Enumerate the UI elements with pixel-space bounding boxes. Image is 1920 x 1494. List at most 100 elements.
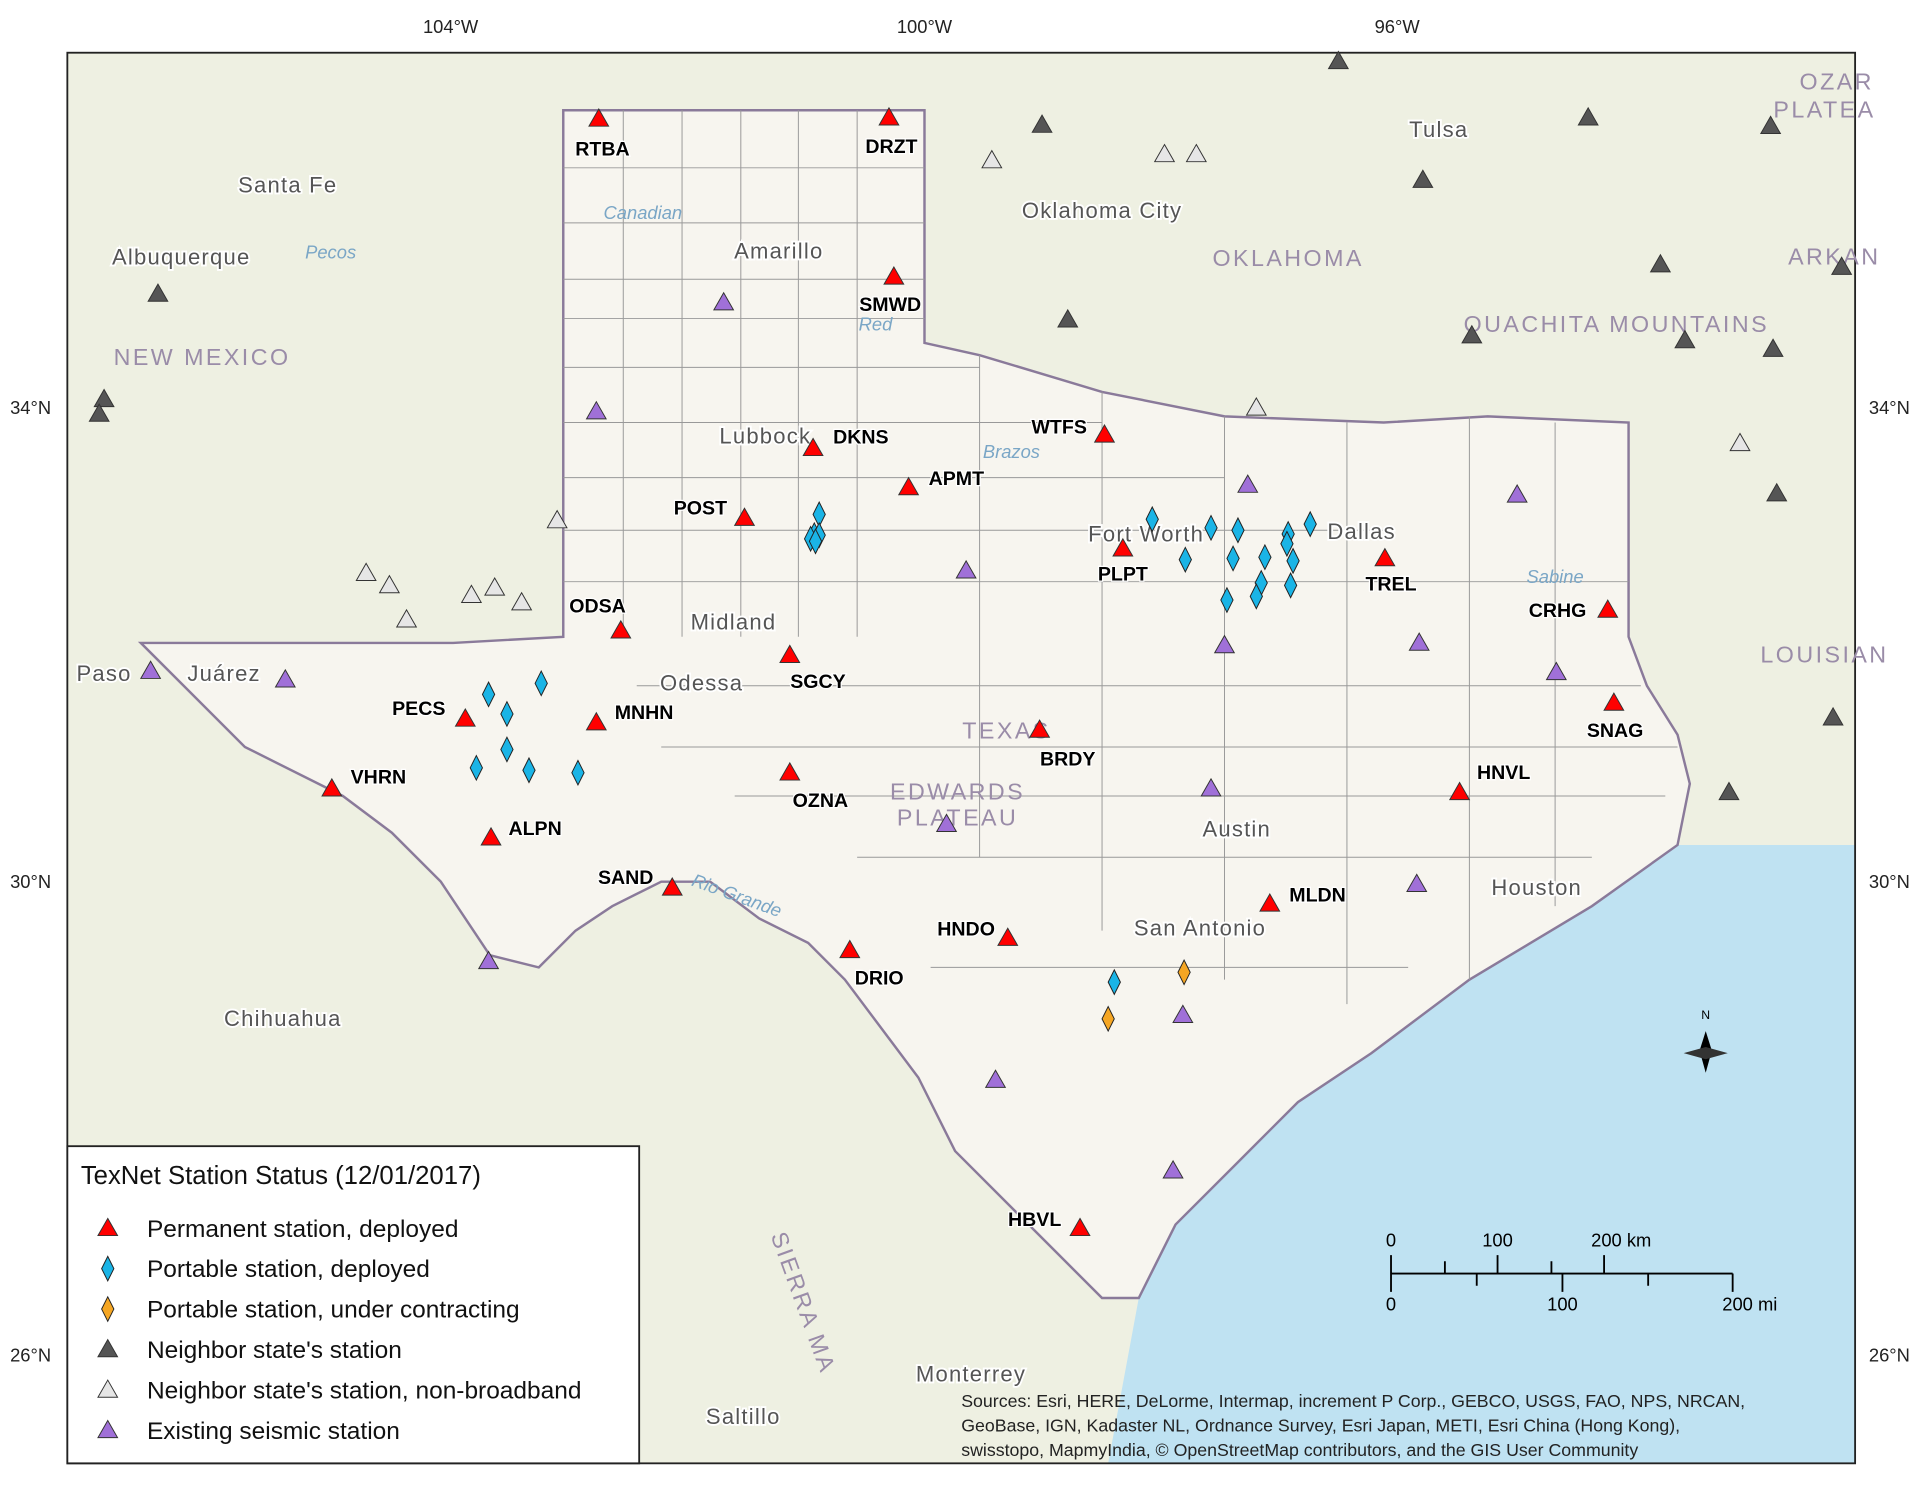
place-label: Pecos [305, 241, 356, 262]
station-marker [395, 608, 418, 628]
place-label: NEW MEXICO [114, 344, 291, 370]
station-marker [1057, 308, 1079, 328]
place-label: Chihuahua [224, 1006, 342, 1031]
station-label: HBVL [1008, 1209, 1061, 1231]
station-marker [1448, 781, 1471, 801]
station-marker [981, 149, 1003, 169]
legend-symbol [97, 1379, 119, 1398]
legend-label: Neighbor state's station [147, 1337, 402, 1364]
station-marker [1107, 968, 1121, 996]
place-label: Sabine [1527, 566, 1584, 587]
place-label: Juárez [187, 661, 260, 686]
station-label: DRZT [865, 136, 917, 158]
station-marker [481, 681, 496, 708]
station-marker [1172, 1004, 1194, 1023]
station-marker [779, 761, 801, 781]
station-label: WTFS [1031, 417, 1086, 439]
place-label: Brazos [983, 441, 1040, 462]
station-marker [1178, 546, 1192, 573]
station-marker [955, 559, 977, 579]
station-marker [139, 660, 162, 679]
place-label: Amarillo [734, 238, 823, 263]
place-label: PLATEA [1773, 97, 1875, 123]
station-marker [1759, 115, 1782, 135]
texas [137, 109, 1692, 1300]
station-marker [546, 509, 568, 529]
station-label: ODSA [569, 595, 626, 617]
lat-label: 26°N [1869, 1345, 1910, 1366]
station-label: ALPN [508, 818, 561, 840]
place-label: Saltillo [706, 1404, 781, 1429]
station-marker [469, 754, 483, 782]
sources-text: Sources: Esri, HERE, DeLorme, Intermap, … [961, 1391, 1745, 1411]
station-marker [460, 584, 483, 603]
station-marker [585, 400, 607, 420]
place-label: Oklahoma City [1022, 198, 1182, 223]
station-marker [534, 669, 548, 697]
station-marker [321, 777, 343, 797]
station-marker [588, 108, 610, 127]
lat-label: 34°N [10, 397, 51, 418]
place-label: Paso [77, 661, 132, 686]
legend-box [66, 1145, 641, 1465]
place-label: San Antonio [1134, 916, 1266, 941]
station-marker [1226, 545, 1240, 572]
sources-text: GeoBase, IGN, Kadaster NL, Ordnance Surv… [961, 1415, 1680, 1435]
station-marker [779, 644, 801, 663]
station-marker [1259, 892, 1281, 912]
station-marker [878, 106, 900, 126]
station-marker [585, 711, 607, 731]
station-label: SAND [598, 867, 653, 889]
station-marker [88, 403, 110, 422]
station-label: BRDY [1040, 748, 1095, 770]
place-label: OUACHITA MOUNTAINS [1464, 311, 1769, 337]
station-marker [1069, 1217, 1091, 1237]
station-marker [997, 927, 1019, 946]
legend-label: Portable station, under contracting [147, 1297, 520, 1324]
station-marker [661, 877, 683, 896]
station-marker [1674, 329, 1696, 349]
legend-symbol [97, 1338, 119, 1358]
station-label: SMWD [859, 294, 921, 316]
station-marker [378, 574, 401, 594]
station-marker [1762, 338, 1784, 357]
place-label: Red [859, 314, 893, 335]
station-marker [1303, 510, 1317, 538]
lat-label: 34°N [1869, 397, 1910, 418]
station-marker [1031, 114, 1053, 133]
station-marker [935, 813, 958, 832]
station-marker [1185, 143, 1207, 163]
station-label: RTBA [575, 139, 629, 161]
place-label: Midland [691, 609, 777, 634]
lat-label: 30°N [10, 871, 51, 892]
scale-km-label: 0 [1386, 1230, 1396, 1251]
lon-label: 100°W [897, 16, 953, 37]
station-marker [1200, 777, 1222, 797]
scale-mi-label: 200 mi [1722, 1293, 1777, 1314]
station-label: HNDO [937, 919, 995, 941]
station-marker [1145, 505, 1159, 533]
scale-mi-label: 0 [1386, 1293, 1396, 1314]
station-marker [1249, 583, 1263, 610]
place-label: Canadian [604, 202, 683, 223]
place-label: ARKAN [1788, 244, 1880, 270]
station-marker [93, 388, 115, 408]
station-marker [1577, 106, 1599, 126]
station-marker [1093, 423, 1116, 443]
station-label: DKNS [833, 426, 888, 448]
place-label: Odessa [660, 671, 743, 696]
station-marker [1220, 586, 1234, 614]
station-marker [522, 756, 536, 784]
place-label: Dallas [1327, 519, 1396, 544]
station-marker [1153, 143, 1176, 163]
station-marker [839, 939, 861, 959]
station-label: MLDN [1289, 884, 1346, 906]
place-label: Albuquerque [112, 245, 250, 270]
station-marker [484, 577, 506, 596]
station-marker [733, 507, 756, 526]
scale-mi-label: 100 [1547, 1293, 1578, 1314]
station-marker [984, 1069, 1007, 1088]
station-marker [1729, 432, 1751, 452]
legend-title: TexNet Station Status (12/01/2017) [81, 1162, 481, 1190]
station-marker [1506, 483, 1528, 503]
